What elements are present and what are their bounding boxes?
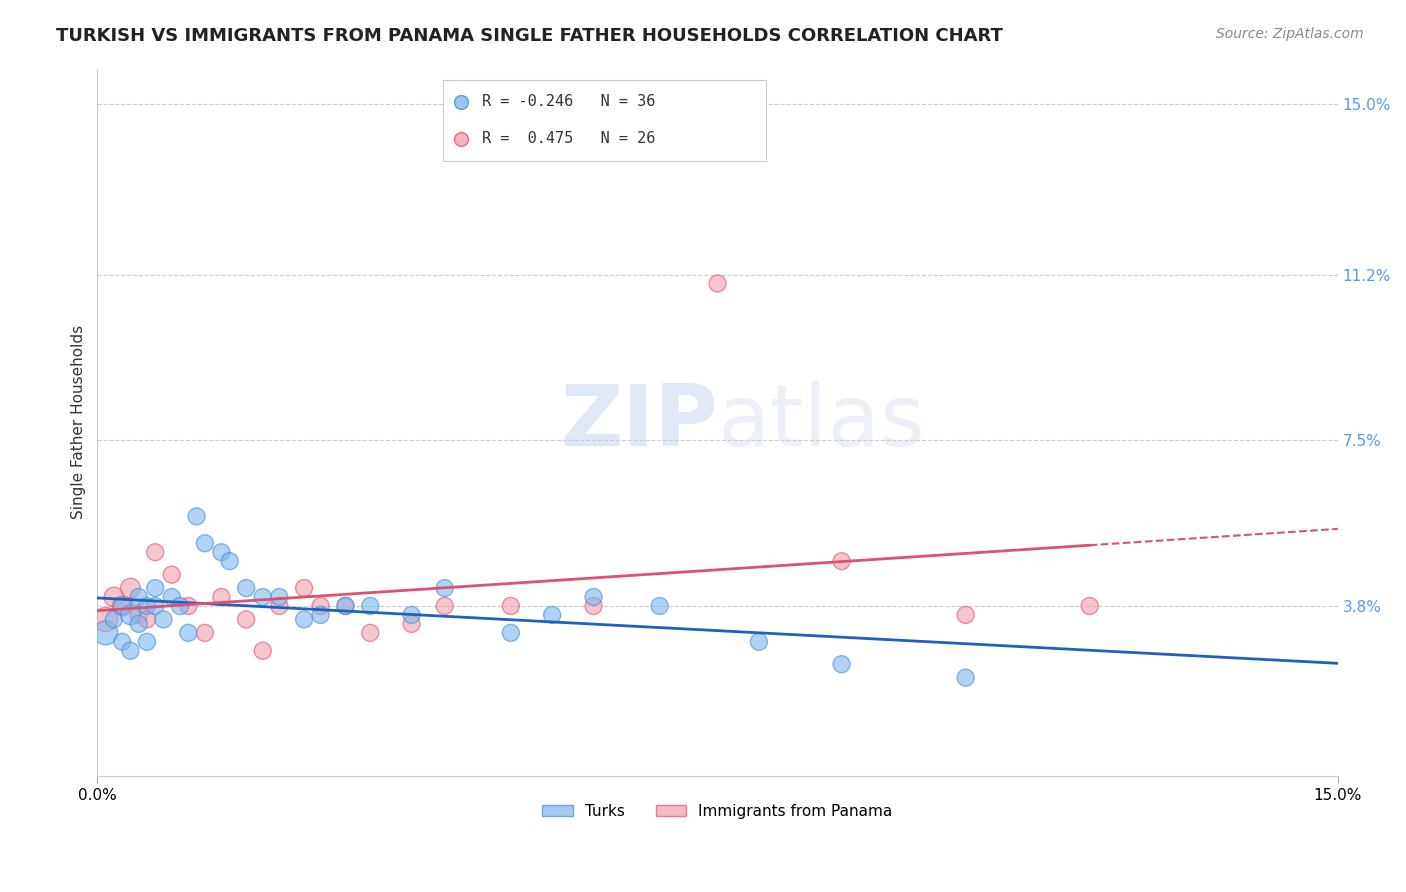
Point bbox=[194, 625, 217, 640]
Point bbox=[103, 612, 125, 626]
Point bbox=[309, 599, 332, 613]
Point bbox=[292, 612, 315, 626]
Text: Source: ZipAtlas.com: Source: ZipAtlas.com bbox=[1216, 27, 1364, 41]
Point bbox=[120, 607, 142, 622]
Point bbox=[433, 599, 456, 613]
Point bbox=[252, 644, 274, 658]
Point bbox=[136, 635, 159, 649]
Point bbox=[143, 599, 166, 613]
Point bbox=[177, 599, 200, 613]
Text: R = -0.246   N = 36: R = -0.246 N = 36 bbox=[482, 95, 655, 110]
Point bbox=[269, 590, 291, 604]
Point bbox=[169, 599, 191, 613]
Point bbox=[120, 644, 142, 658]
Point bbox=[292, 581, 315, 595]
Point bbox=[499, 599, 522, 613]
Point bbox=[128, 590, 150, 604]
Point bbox=[1078, 599, 1101, 613]
Point bbox=[120, 581, 142, 595]
Point bbox=[111, 635, 134, 649]
Point bbox=[209, 590, 232, 604]
Text: TURKISH VS IMMIGRANTS FROM PANAMA SINGLE FATHER HOUSEHOLDS CORRELATION CHART: TURKISH VS IMMIGRANTS FROM PANAMA SINGLE… bbox=[56, 27, 1002, 45]
Point bbox=[335, 599, 357, 613]
Point bbox=[401, 607, 423, 622]
Point bbox=[103, 590, 125, 604]
Point bbox=[136, 599, 159, 613]
Point bbox=[143, 581, 166, 595]
Point bbox=[160, 567, 183, 582]
Point bbox=[450, 132, 472, 146]
Point bbox=[128, 616, 150, 631]
Point bbox=[136, 612, 159, 626]
Point bbox=[152, 612, 174, 626]
Point bbox=[582, 599, 605, 613]
Point bbox=[160, 590, 183, 604]
Point bbox=[706, 277, 728, 291]
Point bbox=[541, 607, 564, 622]
Point bbox=[143, 545, 166, 559]
Point bbox=[194, 536, 217, 550]
Point bbox=[831, 657, 853, 672]
Point bbox=[94, 612, 117, 626]
Point bbox=[582, 590, 605, 604]
Point bbox=[218, 554, 240, 568]
Point bbox=[309, 607, 332, 622]
Point bbox=[235, 581, 257, 595]
Point bbox=[94, 625, 117, 640]
Point bbox=[499, 625, 522, 640]
Text: atlas: atlas bbox=[717, 381, 925, 464]
Point bbox=[335, 599, 357, 613]
Point bbox=[186, 509, 208, 524]
Text: ZIP: ZIP bbox=[560, 381, 717, 464]
Point bbox=[648, 599, 671, 613]
Point bbox=[359, 625, 381, 640]
Point bbox=[401, 616, 423, 631]
Point bbox=[177, 625, 200, 640]
Point bbox=[235, 612, 257, 626]
Point bbox=[209, 545, 232, 559]
Point bbox=[831, 554, 853, 568]
Point bbox=[433, 581, 456, 595]
Point bbox=[955, 607, 977, 622]
Legend: Turks, Immigrants from Panama: Turks, Immigrants from Panama bbox=[536, 798, 898, 825]
Point bbox=[955, 671, 977, 685]
Y-axis label: Single Father Households: Single Father Households bbox=[72, 326, 86, 519]
Point bbox=[269, 599, 291, 613]
Point bbox=[111, 599, 134, 613]
Text: R =  0.475   N = 26: R = 0.475 N = 26 bbox=[482, 131, 655, 146]
Point bbox=[359, 599, 381, 613]
Point bbox=[111, 599, 134, 613]
Point bbox=[252, 590, 274, 604]
Point bbox=[748, 635, 770, 649]
Point bbox=[128, 607, 150, 622]
Point bbox=[450, 95, 472, 109]
